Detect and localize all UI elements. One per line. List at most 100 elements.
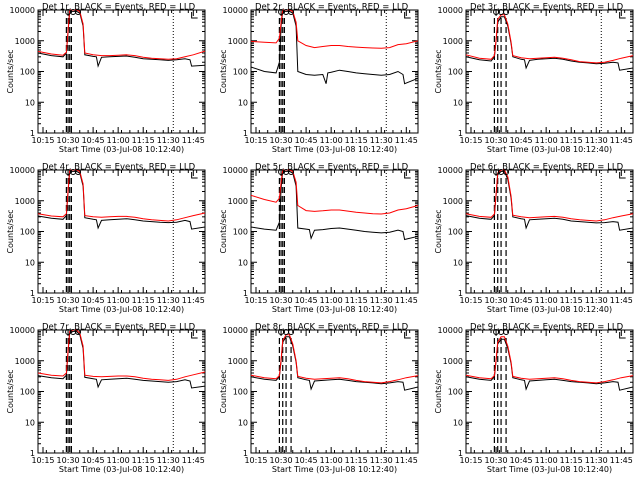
y-axis-label: Counts/sec (6, 49, 15, 93)
y-tick-label: 10 (453, 418, 463, 427)
x-tick-label: 10:15 (459, 456, 482, 465)
y-tick-label: 1000 (228, 357, 248, 366)
bracket-marker (404, 12, 411, 19)
detector-panel: Det 5r, BLACK = Events, RED = LLD 1 10 100 1… (219, 163, 419, 314)
y-tick-label: 100 (20, 68, 35, 77)
x-tick-label: 11:15 (345, 296, 368, 305)
y-tick-label: 100 (233, 388, 248, 397)
x-axis-label: Start Time (03-Jul-08 10:12:40) (487, 305, 612, 314)
peak-marker (288, 9, 295, 15)
peak-marker (75, 169, 82, 175)
x-tick-label: 11:45 (182, 136, 205, 145)
x-tick-label: 10:15 (244, 296, 267, 305)
x-tick-label: 11:15 (560, 136, 583, 145)
x-tick-label: 11:00 (107, 136, 130, 145)
bracket-marker (191, 12, 198, 19)
x-tick-label: 11:15 (560, 296, 583, 305)
x-tick-label: 11:45 (610, 136, 633, 145)
lld-series-line (465, 336, 634, 384)
y-tick-label: 1 (458, 129, 463, 138)
y-tick-label: 1000 (15, 197, 35, 206)
detector-panel: Det 6r, BLACK = Events, RED = LLD 1 10 100 1… (434, 163, 634, 314)
plot-frame (250, 329, 419, 454)
peak-marker (503, 169, 510, 175)
x-tick-label: 10:15 (244, 136, 267, 145)
x-tick-label: 11:30 (157, 136, 180, 145)
lld-series-line (37, 9, 206, 60)
x-tick-label: 11:45 (610, 456, 633, 465)
y-tick-label: 100 (233, 228, 248, 237)
y-axis-label: Counts/sec (6, 209, 15, 253)
x-axis-label: Start Time (03-Jul-08 10:12:40) (487, 145, 612, 154)
y-tick-label: 1 (458, 289, 463, 298)
panel-title: Det 7r, BLACK = Events, RED = LLD (42, 323, 196, 333)
y-axis-label: Counts/sec (219, 209, 228, 253)
y-tick-label: 10 (238, 98, 248, 107)
x-tick-label: 10:45 (82, 456, 105, 465)
x-tick-label: 10:30 (485, 136, 508, 145)
lld-series-line (465, 169, 634, 222)
y-tick-label: 100 (448, 68, 463, 77)
lld-series-line (465, 14, 634, 64)
y-tick-label: 1 (30, 449, 35, 458)
panel-title: Det 9r, BLACK = Events, RED = LLD (470, 323, 624, 333)
y-tick-label: 10 (453, 258, 463, 267)
x-tick-label: 11:00 (107, 456, 130, 465)
y-axis-label: Counts/sec (219, 369, 228, 413)
x-tick-label: 10:15 (244, 456, 267, 465)
detector-panel: Det 9r, BLACK = Events, RED = LLD 1 10 100 1… (434, 323, 634, 474)
x-tick-label: 11:15 (560, 456, 583, 465)
x-tick-label: 11:15 (345, 456, 368, 465)
y-tick-label: 10 (238, 418, 248, 427)
y-tick-label: 100 (20, 228, 35, 237)
x-tick-label: 11:45 (182, 456, 205, 465)
x-tick-label: 11:45 (395, 296, 418, 305)
detector-panel: Det 7r, BLACK = Events, RED = LLD 1 10 100 1… (6, 323, 206, 474)
lld-series-line (37, 169, 206, 222)
x-tick-label: 11:30 (370, 456, 393, 465)
x-tick-label: 10:45 (510, 136, 533, 145)
peak-marker (503, 9, 510, 15)
x-tick-label: 10:30 (270, 136, 293, 145)
x-tick-label: 11:00 (535, 456, 558, 465)
plot-frame (465, 329, 634, 454)
y-tick-label: 10 (25, 418, 35, 427)
y-tick-label: 10 (238, 258, 248, 267)
x-tick-label: 11:00 (535, 136, 558, 145)
events-series-line (250, 170, 419, 241)
y-axis-label: Counts/sec (219, 49, 228, 93)
x-tick-label: 10:30 (270, 456, 293, 465)
y-tick-label: 1000 (443, 357, 463, 366)
y-tick-label: 1000 (15, 357, 35, 366)
y-tick-label: 100 (233, 68, 248, 77)
x-tick-label: 11:30 (585, 456, 608, 465)
x-tick-label: 10:15 (459, 296, 482, 305)
x-tick-label: 11:30 (585, 136, 608, 145)
x-tick-label: 11:30 (157, 456, 180, 465)
x-tick-label: 10:45 (295, 456, 318, 465)
x-tick-label: 11:30 (157, 296, 180, 305)
y-tick-label: 1000 (443, 197, 463, 206)
y-axis-label: Counts/sec (434, 209, 443, 253)
plot-frame (37, 9, 206, 134)
panel-title: Det 6r, BLACK = Events, RED = LLD (470, 163, 624, 173)
y-tick-label: 100 (20, 388, 35, 397)
y-tick-label: 1000 (443, 37, 463, 46)
x-tick-label: 10:30 (485, 296, 508, 305)
y-tick-label: 10000 (10, 326, 35, 335)
y-tick-label: 10 (25, 258, 35, 267)
plot-frame (465, 9, 634, 134)
x-tick-label: 11:45 (395, 136, 418, 145)
y-tick-label: 1000 (228, 37, 248, 46)
y-axis-label: Counts/sec (6, 369, 15, 413)
events-series-line (250, 336, 419, 391)
x-tick-label: 10:30 (57, 136, 80, 145)
plot-frame (37, 169, 206, 294)
x-axis-label: Start Time (03-Jul-08 10:12:40) (272, 145, 397, 154)
events-series-line (465, 338, 634, 391)
y-tick-label: 10000 (10, 166, 35, 175)
lld-series-line (37, 329, 206, 381)
detector-panel: Det 1r, BLACK = Events, RED = LLD 1 10 100 1… (6, 3, 206, 154)
x-tick-label: 10:15 (31, 136, 54, 145)
panel-title: Det 8r, BLACK = Events, RED = LLD (255, 323, 409, 333)
